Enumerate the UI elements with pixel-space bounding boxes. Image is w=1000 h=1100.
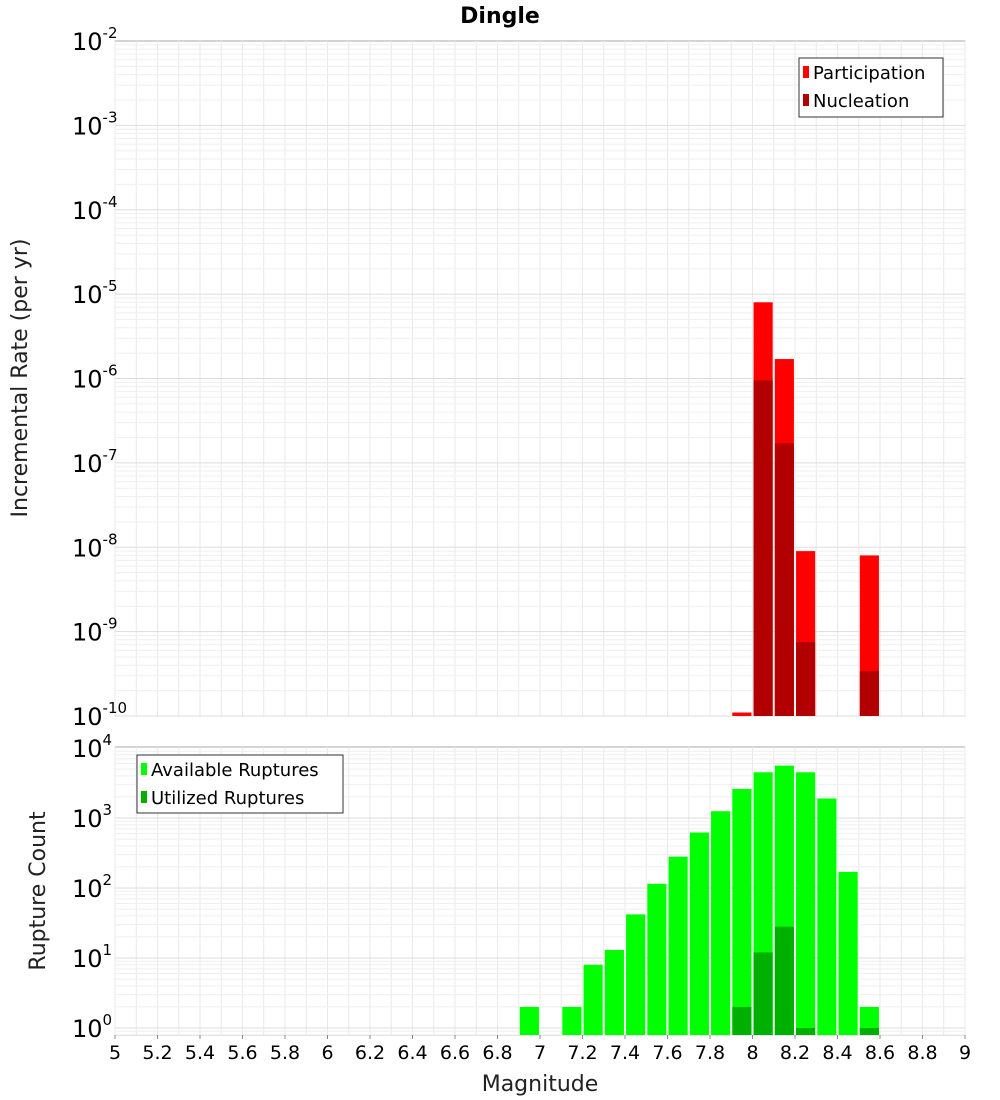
rate-plot-grid xyxy=(114,41,966,717)
x-tick-label: 8.8 xyxy=(907,1042,937,1064)
x-tick-label: 7.6 xyxy=(652,1042,682,1064)
available-ruptures-bar xyxy=(562,1006,582,1035)
count-y-tick-label: 103 xyxy=(72,801,112,833)
rate-y-tick-label: 10-8 xyxy=(72,530,118,562)
x-tick-label: 5.8 xyxy=(270,1042,300,1064)
utilized-ruptures-bar xyxy=(753,952,773,1035)
available-ruptures-bar xyxy=(519,1006,539,1035)
rate-y-tick-label: 10-3 xyxy=(72,108,118,140)
count-y-tick-label: 100 xyxy=(72,1011,112,1043)
rate-y-axis-title: Incremental Rate (per yr) xyxy=(8,239,33,518)
rate-y-tick-label: 10-7 xyxy=(72,446,118,478)
available-ruptures-bar xyxy=(711,811,731,1035)
available-ruptures-bar xyxy=(626,914,646,1035)
utilized-ruptures-bar xyxy=(774,926,794,1035)
available-ruptures-bar xyxy=(859,1006,879,1035)
x-tick-label: 6.6 xyxy=(440,1042,470,1064)
count-y-ticks: 104 103 102 101 100 xyxy=(72,731,112,1043)
available-legend-swatch xyxy=(141,763,147,775)
x-tick-label: 7.4 xyxy=(610,1042,640,1064)
rate-plot-bars xyxy=(732,302,879,716)
x-tick-label: 5.4 xyxy=(185,1042,215,1064)
nucleation-bar xyxy=(753,380,773,716)
chart-title: Dingle xyxy=(460,4,540,29)
x-tick-label: 8 xyxy=(746,1042,758,1064)
x-tick-label: 5.6 xyxy=(227,1042,257,1064)
participation-legend-label: Participation xyxy=(813,63,925,84)
utilized-ruptures-bar xyxy=(732,1006,752,1035)
count-y-tick-label: 101 xyxy=(72,941,112,973)
rate-y-ticks: 10-2 10-3 10-4 10-5 10-6 10-7 10-8 10-9 10-10 xyxy=(72,24,127,731)
x-tick-label: 6.2 xyxy=(355,1042,385,1064)
x-tick-label: 7.8 xyxy=(695,1042,725,1064)
x-tick-label: 6.4 xyxy=(397,1042,427,1064)
count-plot-panel: 104 103 102 101 100 Rupture Count Available … xyxy=(26,731,966,1043)
count-y-axis-title: Rupture Count xyxy=(26,811,51,971)
rate-legend-box xyxy=(798,57,944,118)
x-tick-label: 5.2 xyxy=(142,1042,172,1064)
available-ruptures-bar xyxy=(689,832,709,1035)
available-ruptures-bar xyxy=(647,883,667,1035)
utilized-legend-label: Utilized Ruptures xyxy=(151,788,304,809)
rate-y-tick-label: 10-5 xyxy=(72,277,118,309)
nucleation-legend-swatch xyxy=(803,94,809,106)
x-tick-label: 9 xyxy=(959,1042,971,1064)
x-tick-label: 8.4 xyxy=(822,1042,852,1064)
count-plot-bars xyxy=(519,765,879,1035)
utilized-ruptures-bar xyxy=(859,1028,879,1035)
x-tick-label: 7 xyxy=(534,1042,546,1064)
available-ruptures-bar xyxy=(796,772,816,1035)
available-legend-label: Available Ruptures xyxy=(151,760,319,781)
nucleation-bar xyxy=(859,671,879,716)
count-y-tick-label: 104 xyxy=(72,731,112,763)
magnitude-x-ticks: 5 5.2 5.4 5.6 5.8 6 6.2 6.4 6.6 6.8 7 7.2 7.4 7.6 7.8 8… xyxy=(109,1035,971,1064)
rate-y-tick-label: 10-6 xyxy=(72,362,118,394)
nucleation-bar xyxy=(796,642,816,716)
count-legend[interactable]: Available Ruptures Utilized Ruptures xyxy=(136,754,344,814)
rate-y-tick-label: 10-9 xyxy=(72,615,118,647)
available-ruptures-bar xyxy=(583,964,603,1035)
count-legend-box xyxy=(136,754,344,814)
available-ruptures-bar xyxy=(838,871,858,1035)
utilized-ruptures-bar xyxy=(796,1028,816,1035)
available-ruptures-bar xyxy=(817,798,837,1035)
x-tick-label: 8.6 xyxy=(865,1042,895,1064)
nucleation-bar xyxy=(774,443,794,716)
available-ruptures-bar xyxy=(604,950,624,1035)
count-y-tick-label: 102 xyxy=(72,871,112,903)
x-axis-title: Magnitude xyxy=(482,1072,599,1097)
rate-y-tick-label: 10-2 xyxy=(72,24,118,56)
x-tick-label: 6.8 xyxy=(482,1042,512,1064)
x-tick-label: 8.2 xyxy=(780,1042,810,1064)
rate-legend[interactable]: Participation Nucleation xyxy=(798,57,944,118)
x-tick-label: 5 xyxy=(109,1042,121,1064)
participation-legend-swatch xyxy=(803,66,809,78)
rate-y-tick-label: 10-10 xyxy=(72,699,127,731)
participation-bar xyxy=(732,712,752,716)
available-ruptures-bar xyxy=(732,788,752,1035)
available-ruptures-bar xyxy=(668,856,688,1035)
x-tick-label: 7.2 xyxy=(567,1042,597,1064)
x-tick-label: 6 xyxy=(321,1042,333,1064)
nucleation-legend-label: Nucleation xyxy=(813,91,909,112)
rate-y-tick-label: 10-4 xyxy=(72,193,118,225)
rate-plot-panel: 10-2 10-3 10-4 10-5 10-6 10-7 10-8 10-9 10-10 In… xyxy=(8,24,966,731)
utilized-legend-swatch xyxy=(141,791,147,803)
